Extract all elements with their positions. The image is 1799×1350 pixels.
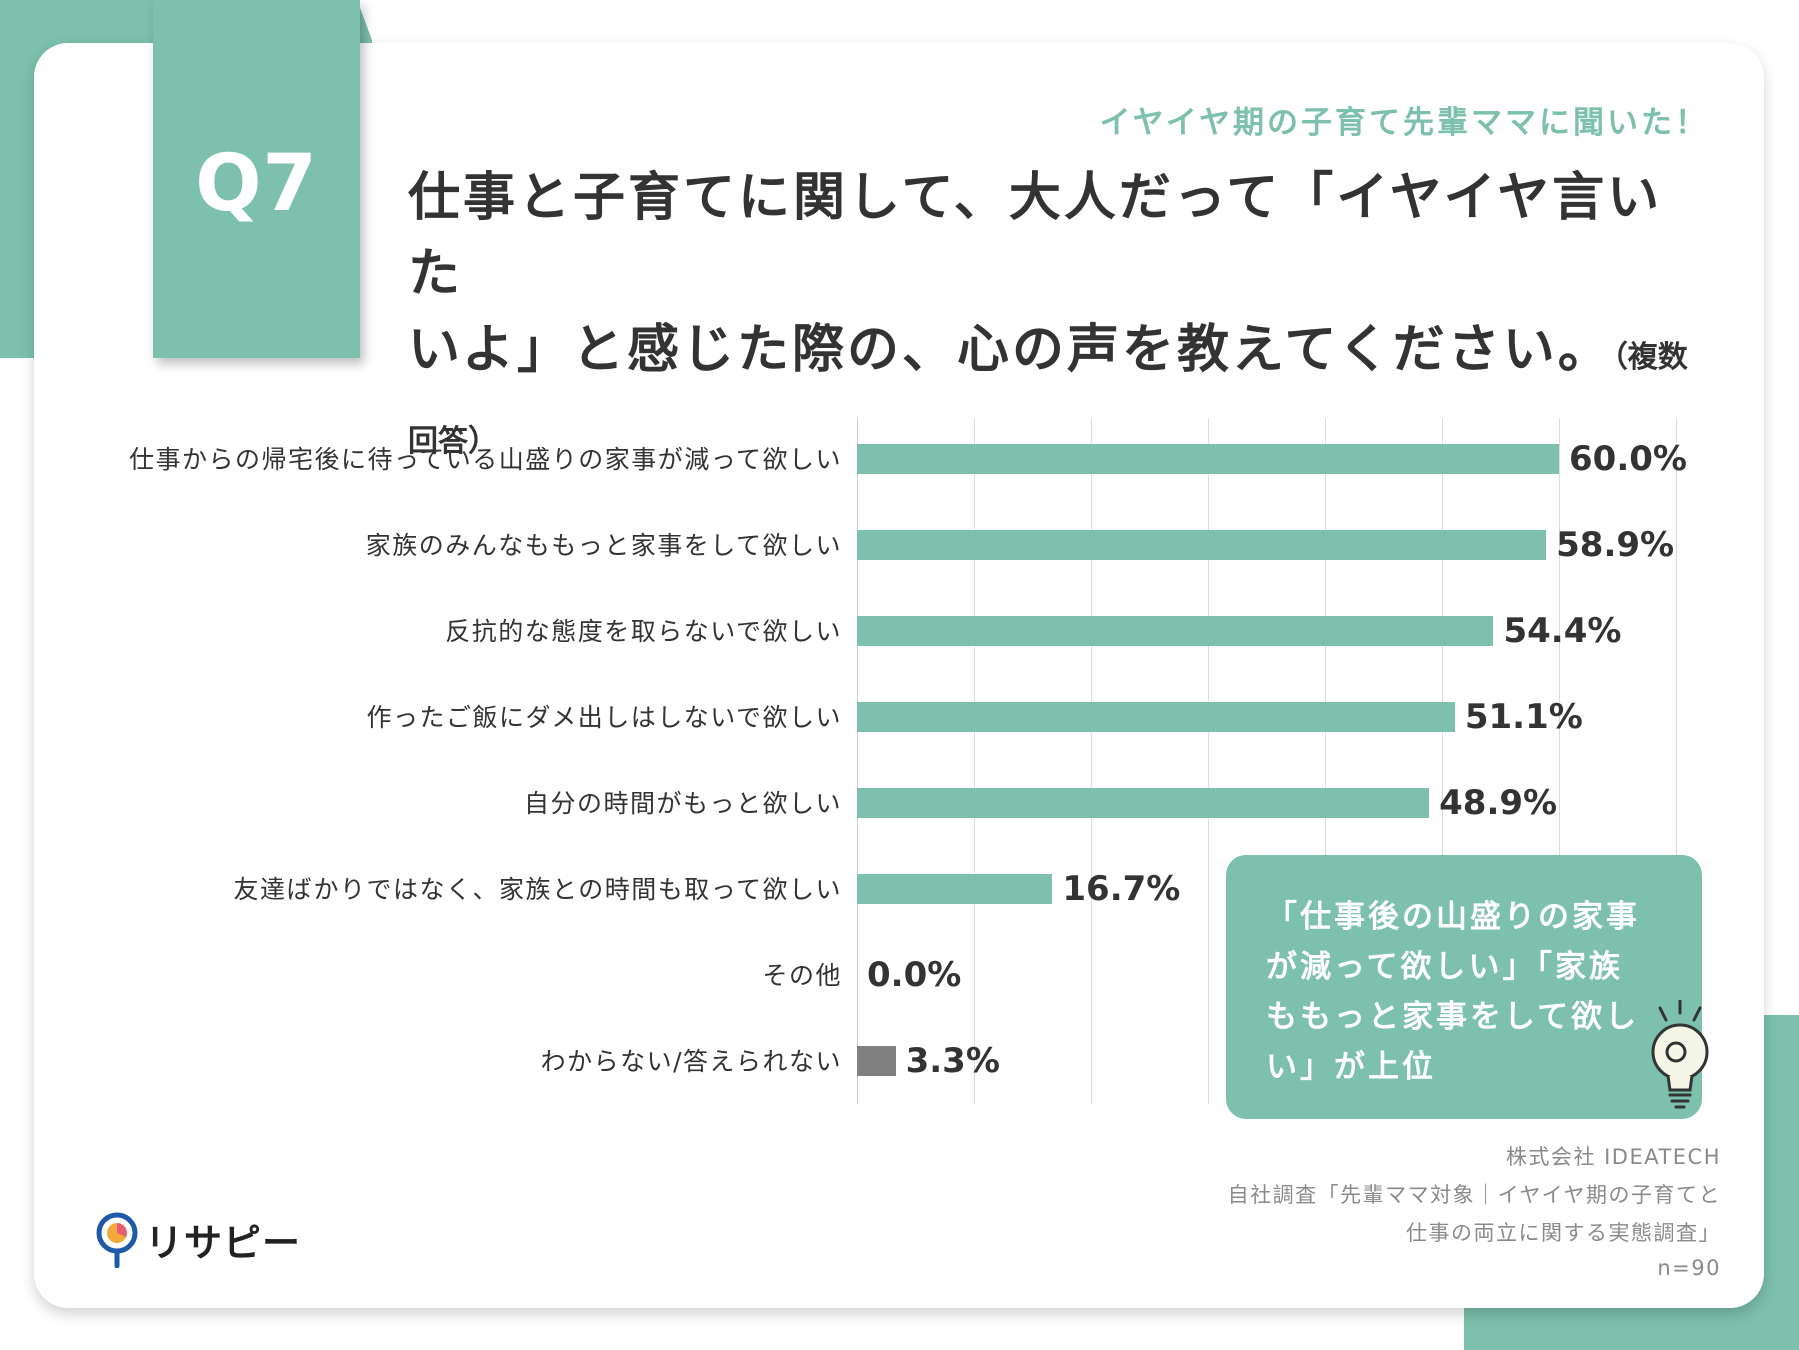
bar bbox=[857, 788, 1430, 818]
bar-value-label: 54.4% bbox=[1503, 611, 1622, 651]
lightbulb-icon bbox=[1651, 1000, 1709, 1109]
source-company: 株式会社 IDEATECH bbox=[1505, 1145, 1721, 1169]
bar bbox=[857, 444, 1559, 474]
category-label: 反抗的な態度を取らないで欲しい bbox=[445, 617, 842, 646]
category-label: 友達ばかりではなく、家族との時間も取って欲しい bbox=[233, 875, 842, 904]
category-label: 家族のみんなももっと家事をして欲しい bbox=[365, 531, 842, 560]
source-survey-line-1: 自社調査「先輩ママ対象｜イヤイヤ期の子育てと bbox=[1227, 1183, 1721, 1207]
gridline bbox=[1091, 418, 1092, 1104]
title-note: （複数回答） bbox=[408, 340, 1688, 459]
y-axis-line bbox=[857, 418, 858, 1104]
callout-line-2: が減って欲しい」「家族 bbox=[1266, 949, 1623, 985]
callout-text: 「仕事後の山盛りの家事 が減って欲しい」「家族 ももっと家事をして欲し い」が上… bbox=[1266, 892, 1676, 1092]
callout-line-3: ももっと家事をして欲し bbox=[1266, 999, 1640, 1035]
category-label: わからない/答えられない bbox=[540, 1047, 842, 1076]
bar bbox=[857, 874, 1053, 904]
bar bbox=[857, 530, 1547, 560]
callout-line-4: い」が上位 bbox=[1266, 1049, 1436, 1085]
gridline bbox=[1208, 418, 1209, 1104]
gridline bbox=[974, 418, 975, 1104]
question-badge: Q7 bbox=[153, 0, 360, 358]
logo-text: リサピー bbox=[145, 1221, 302, 1265]
bar-value-label: 58.9% bbox=[1556, 525, 1675, 565]
map-pin-icon bbox=[96, 1212, 138, 1268]
bar bbox=[857, 1046, 896, 1076]
bar-value-label: 0.0% bbox=[867, 955, 962, 995]
gridline bbox=[1325, 418, 1326, 1104]
bar-value-label: 16.7% bbox=[1062, 869, 1181, 909]
gridline bbox=[1676, 418, 1677, 1104]
source-survey-line-2: 仕事の両立に関する実態調査」 bbox=[1406, 1221, 1721, 1245]
title-line-1: 仕事と子育てに関して、大人だって「イヤイヤ言いた bbox=[408, 168, 1663, 304]
question-number: Q7 bbox=[195, 139, 318, 229]
bar-value-label: 3.3% bbox=[905, 1041, 1000, 1081]
title-line-2-text: いよ」と感じた際の、心の声を教えてください。 bbox=[408, 320, 1613, 380]
callout-line-1: 「仕事後の山盛りの家事 bbox=[1266, 899, 1640, 935]
gridline bbox=[1559, 418, 1560, 1104]
title-line-2: いよ」と感じた際の、心の声を教えてください。（複数回答） bbox=[408, 312, 1698, 480]
category-label: 仕事からの帰宅後に待っている山盛りの家事が減って欲しい bbox=[128, 445, 842, 474]
sample-size: n=90 bbox=[1657, 1256, 1721, 1280]
bar-value-label: 60.0% bbox=[1569, 439, 1687, 479]
bar bbox=[857, 616, 1494, 646]
page-subtitle: イヤイヤ期の子育て先輩ママに聞いた！ bbox=[1099, 105, 1709, 141]
gridline bbox=[1442, 418, 1443, 1104]
bar-value-label: 48.9% bbox=[1439, 783, 1558, 823]
bar bbox=[857, 702, 1455, 732]
category-label: 作ったご飯にダメ出しはしないで欲しい bbox=[366, 703, 842, 732]
page-title: 仕事と子育てに関して、大人だって「イヤイヤ言いた いよ」と感じた際の、心の声を教… bbox=[408, 160, 1698, 480]
category-label: 自分の時間がもっと欲しい bbox=[523, 789, 842, 818]
callout-box bbox=[1226, 855, 1702, 1119]
category-label: その他 bbox=[762, 961, 842, 990]
bar-value-label: 51.1% bbox=[1464, 697, 1583, 737]
